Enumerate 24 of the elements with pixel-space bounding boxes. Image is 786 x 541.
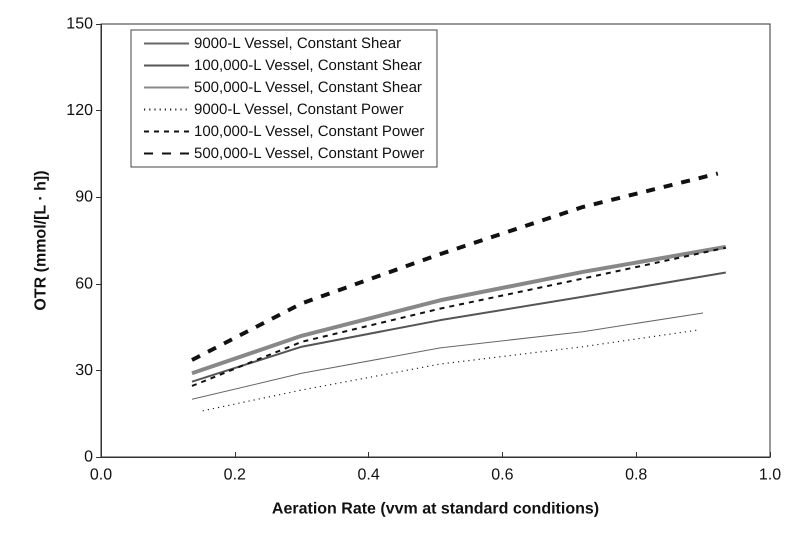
x-axis-title: Aeration Rate (vvm at standard conditions) — [272, 500, 600, 518]
line-series — [191, 312, 704, 400]
y-tick-label: 30 — [75, 362, 94, 379]
y-tick-label: 120 — [66, 102, 94, 120]
y-tick-label: 90 — [75, 188, 94, 206]
y-tick-label: 60 — [75, 275, 94, 292]
line-series — [190, 272, 727, 383]
line-series — [202, 330, 698, 412]
legend-label: 9000-L Vessel, Constant Power — [194, 101, 404, 118]
x-tick-label: 1.0 — [758, 466, 782, 484]
x-tick-label: 0.6 — [491, 466, 514, 484]
legend-label: 500,000-L Vessel, Constant Shear — [194, 79, 422, 96]
x-tick-label: 0.4 — [357, 466, 380, 484]
x-tick-label: 0.8 — [625, 466, 648, 484]
line-series — [190, 172, 720, 362]
legend-label: 100,000-L Vessel, Constant Power — [194, 123, 424, 140]
legend-label: 9000-L Vessel, Constant Shear — [194, 35, 402, 52]
legend-label: 500,000-L Vessel, Constant Power — [194, 145, 424, 162]
y-axis-title: OTR (mmol/[L · h]) — [32, 170, 50, 311]
x-tick-label: 0.2 — [224, 466, 246, 484]
x-tick-label: 0.0 — [90, 466, 112, 484]
y-tick-label: 0 — [84, 448, 94, 466]
legend-label: 100,000-L Vessel, Constant Shear — [194, 57, 422, 74]
y-tick-label: 150 — [66, 16, 94, 32]
